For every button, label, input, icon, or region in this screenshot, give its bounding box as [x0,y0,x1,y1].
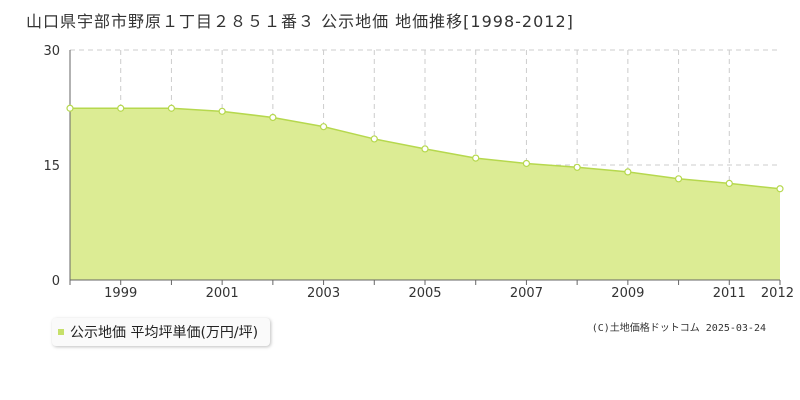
chart-title: 山口県宇部市野原１丁目２８５１番３ 公示地価 地価推移[1998-2012] [26,12,574,31]
x-tick-label: 2007 [510,286,543,301]
data-point [522,159,531,168]
data-point [573,163,581,171]
y-tick-label: 15 [43,159,60,174]
y-tick-label: 0 [52,274,60,289]
data-point [167,104,176,112]
legend: 公示地価 平均坪単価(万円/坪) [52,318,271,346]
data-point [117,104,125,112]
legend-label: 公示地価 平均坪単価(万円/坪) [70,325,259,341]
data-point [624,168,632,176]
data-point [725,179,733,187]
data-point [472,154,480,162]
data-point [776,185,784,193]
y-tick-label: 30 [43,44,60,59]
area-chart: 0 15 30 1999 2001 2003 2005 2007 2009 2011 2012 [43,44,794,301]
x-tick-label: 1999 [104,286,137,301]
legend-swatch [58,329,64,335]
data-point [218,107,226,115]
x-tick-label: 2003 [307,286,340,301]
data-point [421,145,429,153]
x-tick-label: 2005 [408,286,441,301]
x-tick-label: 2001 [206,286,239,301]
x-tick-label: 2009 [611,286,644,301]
data-point [370,135,378,143]
area-fill [70,108,780,281]
x-tick-label: 2012 [761,286,794,301]
copyright: (C)土地価格ドットコム 2025-03-24 [591,323,766,334]
data-point [674,175,683,183]
x-tick-label: 2011 [713,286,746,301]
data-point [269,113,277,122]
data-point [319,123,328,131]
data-point [66,104,74,112]
